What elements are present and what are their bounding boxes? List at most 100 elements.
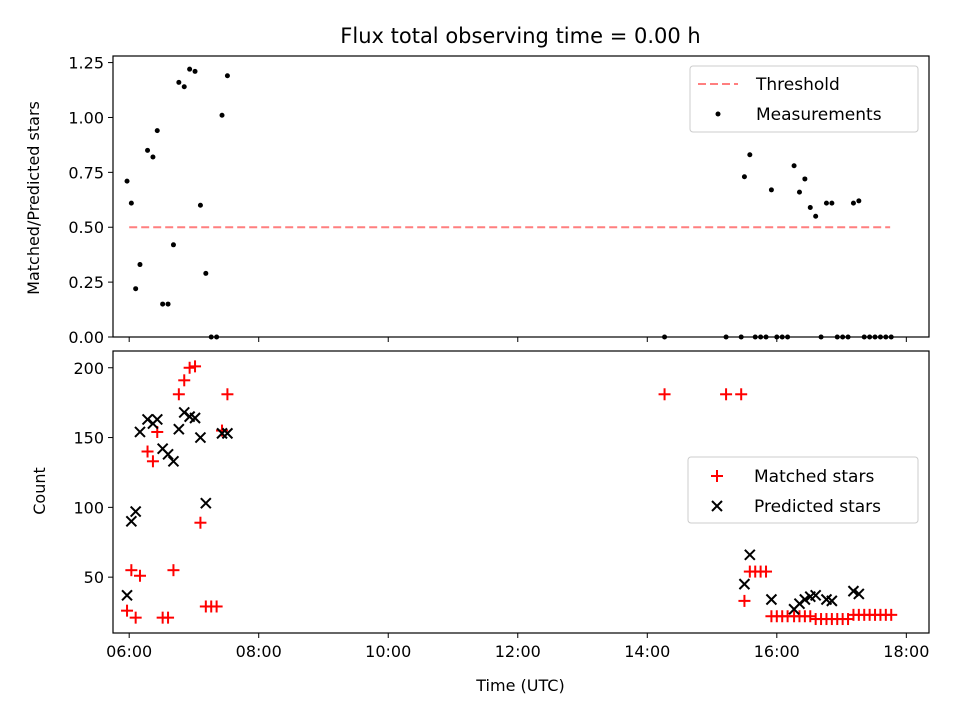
matched-star-point [735, 388, 748, 401]
measurement-point [187, 66, 193, 72]
matched-star-point [210, 600, 223, 613]
matched-star-point [141, 445, 154, 458]
measurement-point [197, 202, 203, 208]
count-ytick-label: 50 [84, 568, 104, 587]
count-ytick-label: 100 [73, 498, 104, 517]
count-axes-frame [112, 350, 930, 634]
measurement-point [160, 301, 166, 307]
matched-star-point [183, 361, 196, 374]
predicted-star-point [151, 413, 163, 426]
matched-star-point [738, 594, 751, 607]
count-ylabel: Count [30, 467, 49, 515]
predicted-legend-swatch [711, 500, 723, 512]
ratio-ytick-label: 0.75 [68, 163, 104, 182]
matched-stars-series [121, 360, 898, 626]
predicted-star-point [853, 588, 865, 600]
xtick-label: 06:00 [106, 642, 152, 661]
count-panel: 50 100 150 200 06:00 08:00 10:00 12:00 14:00 16:0… [30, 350, 930, 695]
count-ytick-label: 200 [73, 359, 104, 378]
measurement-point [137, 262, 143, 268]
predicted-star-point [167, 455, 180, 467]
measurement-point [145, 147, 151, 153]
xtick-label: 18:00 [883, 642, 929, 661]
measurement-point [133, 286, 139, 292]
predicted-star-point [221, 427, 234, 440]
measurement-point [796, 189, 802, 195]
measurement-point [802, 176, 808, 182]
measurement-point [170, 242, 176, 248]
ratio-plot-area: 0.00 0.25 0.50 0.75 1.00 1.25 [68, 54, 930, 347]
x-axis-label: Time (UTC) [475, 676, 564, 695]
measurement-point [768, 187, 774, 193]
ratio-panel: 0.00 0.25 0.50 0.75 1.00 1.25 Matched/Predict… [24, 54, 930, 347]
matched-star-point [121, 604, 134, 617]
predicted-star-point [194, 431, 207, 444]
measurement-point [850, 200, 856, 206]
matched-star-point [760, 565, 773, 578]
matched-legend-swatch [711, 470, 723, 482]
measurement-point [181, 84, 187, 90]
matched-star-point [178, 374, 191, 387]
ratio-ytick-label: 0.00 [68, 328, 104, 347]
predicted-star-point [826, 595, 838, 607]
predicted-star-point [189, 412, 201, 424]
xtick-label: 10:00 [365, 642, 411, 661]
matched-star-point [804, 610, 817, 623]
count-plot-area: 50 100 150 200 06:00 08:00 10:00 12:00 14:00 16:0… [73, 350, 930, 661]
ratio-ytick-label: 1.25 [68, 54, 104, 73]
predicted-star-point [129, 505, 142, 518]
chart-title: Flux total observing time = 0.00 h [340, 24, 700, 48]
measurements-legend-swatch [715, 111, 721, 117]
matched-star-point [129, 611, 142, 624]
matched-star-point [172, 388, 185, 401]
predicted-star-point [173, 423, 185, 435]
measurement-point [747, 152, 753, 158]
measurement-point [154, 128, 160, 134]
predicted-stars-series [121, 406, 865, 615]
ratio-ytick-label: 1.00 [68, 108, 104, 127]
ratio-legend: Threshold Measurements [689, 65, 919, 133]
predicted-star-point [847, 585, 860, 597]
predicted-star-point [134, 426, 146, 438]
matched-star-point [221, 388, 234, 401]
measurement-point [124, 178, 130, 184]
measurement-point [150, 154, 156, 160]
matched-star-point [133, 569, 146, 582]
measurement-point [823, 200, 829, 206]
matched-star-point [125, 564, 138, 577]
xtick-label: 14:00 [624, 642, 670, 661]
measurement-point [165, 301, 171, 307]
predicted-star-point [809, 589, 822, 602]
threshold-legend-label: Threshold [755, 75, 840, 95]
xtick-label: 08:00 [236, 642, 282, 661]
matched-legend-label: Matched stars [754, 467, 874, 487]
measurements-legend-label: Measurements [756, 105, 882, 125]
measurement-point [224, 73, 230, 79]
matched-star-point [720, 388, 733, 401]
ratio-ytick-label: 0.50 [68, 218, 104, 237]
predicted-star-point [799, 593, 811, 606]
measurement-point [203, 270, 209, 276]
count-legend: Matched stars Predicted stars [687, 456, 919, 524]
measurement-point [856, 198, 862, 204]
matched-star-point [189, 360, 202, 373]
matched-star-point [167, 564, 180, 577]
measurement-point [128, 200, 134, 206]
matched-star-point [194, 516, 207, 529]
predicted-star-point [738, 578, 751, 590]
xtick-label: 12:00 [495, 642, 541, 661]
predicted-star-point [162, 448, 174, 461]
measurement-point [807, 204, 813, 210]
xtick-label: 16:00 [754, 642, 800, 661]
predicted-star-point [200, 497, 212, 509]
matched-star-point [162, 611, 175, 624]
measurement-point [176, 79, 182, 85]
ratio-axes-frame [112, 55, 930, 338]
measurement-point [741, 174, 747, 180]
ratio-ylabel: Matched/Predicted stars [24, 101, 43, 295]
measurement-point [791, 163, 797, 169]
matched-star-point [885, 608, 898, 621]
ratio-ytick-label: 0.25 [68, 273, 104, 292]
predicted-star-point [744, 549, 756, 561]
